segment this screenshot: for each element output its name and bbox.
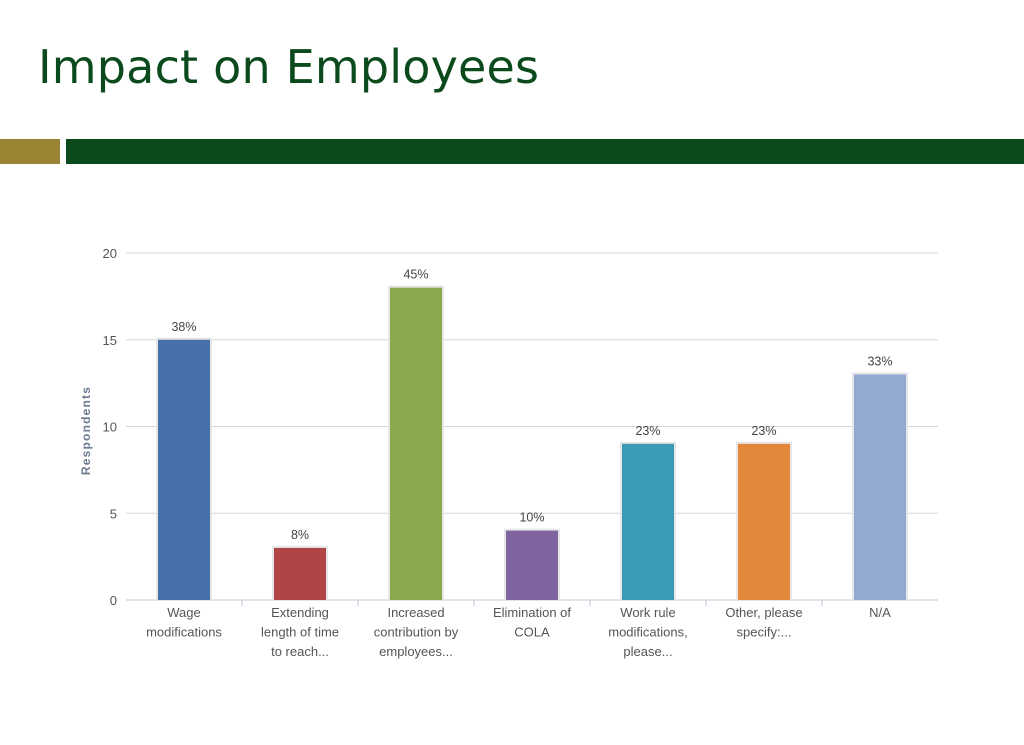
x-tick-label: Work rule modifications, please... <box>608 605 687 659</box>
slide-title: Impact on Employees <box>38 40 540 94</box>
x-tick-label: Wage modifications <box>146 605 222 640</box>
grid-lines <box>126 252 938 606</box>
y-tick-labels: 0 5 10 15 20 <box>103 246 117 608</box>
bar-value-labels: 38% 8% 45% 10% 23% 23% 33% <box>171 268 892 542</box>
y-tick-label: 5 <box>110 506 117 521</box>
y-tick-label: 20 <box>103 246 117 261</box>
bar-value-label: 45% <box>403 268 428 282</box>
bar-value-label: 33% <box>867 354 892 368</box>
x-tick-label: N/A <box>869 605 891 620</box>
bar <box>274 547 326 600</box>
bar <box>506 530 558 600</box>
title-accent-gold-bar <box>0 139 60 164</box>
x-tick-label: Increased contribution by employees... <box>374 605 459 659</box>
y-tick-label: 15 <box>103 333 117 348</box>
y-tick-label: 0 <box>110 593 117 608</box>
title-accent-green-bar <box>66 139 1024 164</box>
bar <box>390 287 442 600</box>
bar <box>738 443 790 600</box>
y-axis-label: Respondents <box>79 386 93 475</box>
y-tick-label: 10 <box>103 420 117 435</box>
x-tick-labels: Wage modifications Extending length of time… <box>146 605 891 659</box>
bar-value-label: 8% <box>291 528 309 542</box>
bars <box>156 285 908 600</box>
bar-value-label: 23% <box>751 424 776 438</box>
bar <box>622 443 674 600</box>
bar-value-label: 23% <box>635 424 660 438</box>
x-tick-label: Other, please specify:... <box>725 605 802 640</box>
bar <box>158 339 210 600</box>
bar <box>854 374 906 600</box>
x-tick-label: Elimination of COLA <box>493 605 571 640</box>
bar-value-label: 10% <box>519 511 544 525</box>
bar-value-label: 38% <box>171 320 196 334</box>
x-tick-label: Extending length of time to reach... <box>261 605 339 659</box>
